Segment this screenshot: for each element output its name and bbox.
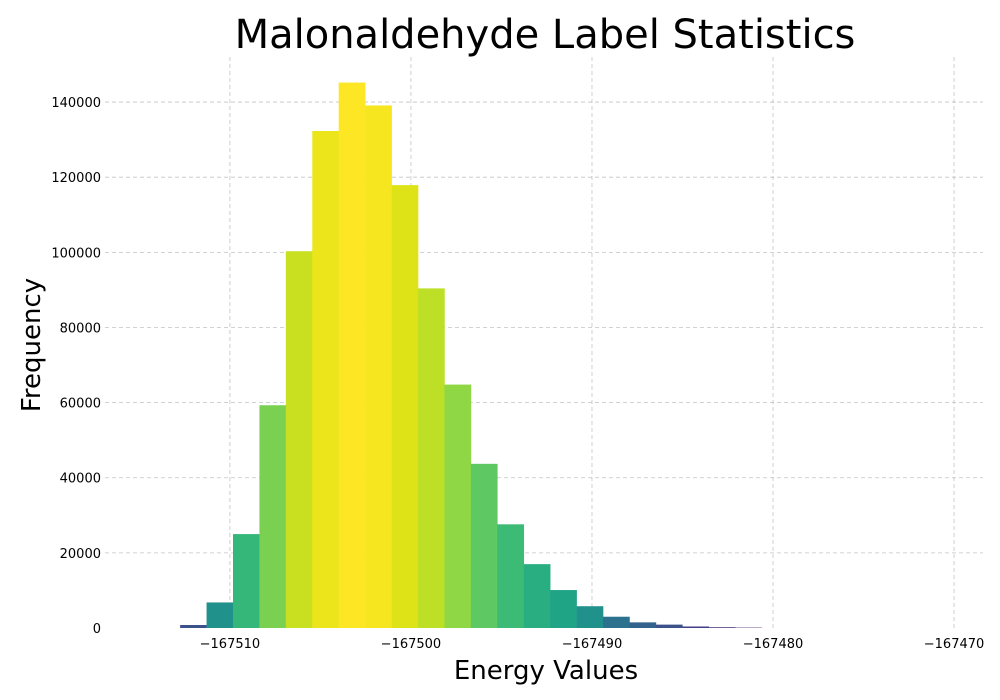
histogram-bar bbox=[576, 606, 604, 628]
y-axis-label: Frequency bbox=[17, 278, 47, 412]
x-tick-label: −167480 bbox=[743, 637, 804, 652]
histogram-bar bbox=[259, 405, 287, 628]
x-tick-label: −167510 bbox=[200, 637, 261, 652]
histogram-bar bbox=[523, 564, 551, 628]
grid-layer bbox=[105, 57, 983, 628]
histogram-bar bbox=[206, 602, 234, 628]
histogram-bar bbox=[418, 288, 445, 628]
x-tick-label: −167490 bbox=[562, 637, 623, 652]
histogram-bar bbox=[285, 251, 313, 628]
x-tick-label: −167470 bbox=[924, 637, 985, 652]
histogram-bar bbox=[603, 616, 630, 628]
y-tick-label: 140000 bbox=[51, 96, 101, 111]
y-tick-label: 120000 bbox=[51, 171, 101, 186]
y-tick-labels: 0 20000 40000 60000 80000 100000 120000 140000 bbox=[51, 96, 101, 637]
y-tick-label: 60000 bbox=[60, 397, 101, 412]
histogram-bar bbox=[497, 524, 525, 628]
histogram-bar bbox=[708, 627, 736, 628]
histogram-bar bbox=[682, 626, 710, 628]
y-tick-label: 40000 bbox=[60, 472, 101, 487]
histogram-bar bbox=[180, 624, 207, 628]
histogram-bar bbox=[470, 463, 498, 628]
y-tick-label: 80000 bbox=[60, 321, 101, 336]
y-tick-label: 100000 bbox=[51, 246, 101, 261]
histogram-bar bbox=[338, 82, 366, 628]
histogram-bar bbox=[550, 590, 577, 628]
histogram-bar bbox=[444, 384, 472, 628]
histogram-bar bbox=[312, 131, 340, 628]
x-tick-labels: −167510 −167500 −167490 −167480 −167470 bbox=[200, 637, 985, 652]
chart-title: Malonaldehyde Label Statistics bbox=[235, 12, 856, 58]
histogram-bar bbox=[629, 622, 657, 628]
y-tick-label: 0 bbox=[93, 622, 101, 637]
y-tick-label: 20000 bbox=[60, 547, 101, 562]
histogram-bar bbox=[391, 185, 419, 628]
histogram-bar bbox=[232, 534, 260, 628]
histogram-bar bbox=[655, 624, 683, 628]
histogram-bar bbox=[365, 105, 392, 629]
x-tick-label: −167500 bbox=[381, 637, 442, 652]
bars-layer bbox=[180, 82, 762, 629]
x-axis-label: Energy Values bbox=[454, 656, 638, 686]
